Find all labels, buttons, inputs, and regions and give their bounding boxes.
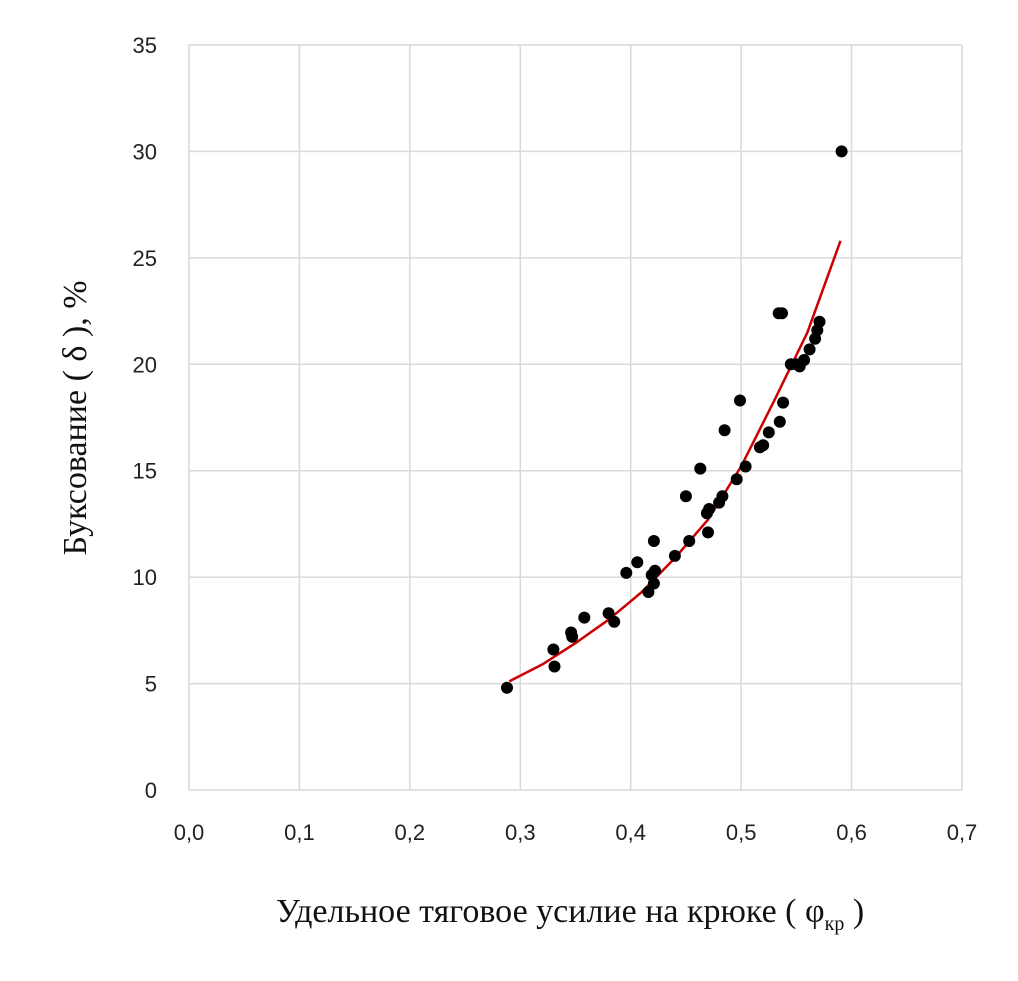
data-point bbox=[762, 426, 775, 439]
data-point bbox=[566, 630, 579, 643]
data-point bbox=[773, 415, 786, 428]
data-point bbox=[683, 535, 696, 547]
data-point bbox=[835, 145, 848, 158]
data-point bbox=[679, 490, 692, 503]
data-point bbox=[694, 462, 707, 475]
x-tick-label: 0,3 bbox=[505, 820, 536, 845]
x-axis-symbol: φ bbox=[805, 893, 825, 930]
data-point bbox=[501, 681, 513, 694]
data-point bbox=[703, 503, 716, 515]
data-point bbox=[631, 556, 644, 569]
x-tick-label: 0,0 bbox=[174, 820, 205, 845]
data-point bbox=[734, 394, 746, 407]
data-point bbox=[813, 315, 826, 328]
x-tick-label: 0,4 bbox=[615, 820, 646, 845]
x-axis-subscript: кр bbox=[825, 913, 845, 935]
y-tick-label: 30 bbox=[133, 139, 157, 164]
data-point bbox=[578, 611, 591, 624]
data-point bbox=[730, 473, 743, 486]
data-point bbox=[757, 439, 770, 452]
x-tick-label: 0,2 bbox=[395, 820, 426, 845]
y-tick-label: 0 bbox=[145, 778, 157, 803]
x-tick-label: 0,1 bbox=[284, 820, 315, 845]
data-point bbox=[798, 354, 811, 366]
y-tick-label: 25 bbox=[133, 246, 157, 271]
data-point bbox=[620, 566, 633, 579]
data-point bbox=[647, 577, 660, 590]
tick-labels: 0,0 0,1 0,2 0,3 0,4 0,5 0,6 0,7 0 5 10 15 20 25 30 35 bbox=[133, 33, 978, 845]
data-point bbox=[649, 564, 661, 577]
x-tick-label: 0,7 bbox=[947, 820, 978, 845]
data-point bbox=[668, 549, 681, 562]
data-point bbox=[647, 535, 660, 547]
data-point bbox=[803, 343, 816, 356]
data-point bbox=[776, 307, 788, 320]
y-axis-title: Буксование ( δ ), % bbox=[57, 280, 94, 555]
data-point bbox=[642, 586, 655, 598]
data-point bbox=[547, 643, 560, 656]
y-tick-label: 20 bbox=[133, 352, 157, 377]
y-tick-label: 5 bbox=[145, 672, 157, 697]
data-point bbox=[718, 424, 731, 437]
data-points bbox=[501, 145, 848, 694]
y-tick-label: 35 bbox=[133, 33, 157, 58]
plot-background bbox=[189, 45, 962, 790]
data-point bbox=[702, 526, 714, 539]
x-tick-label: 0,5 bbox=[726, 820, 757, 845]
data-point bbox=[602, 607, 615, 620]
y-tick-label: 15 bbox=[133, 459, 157, 484]
x-axis-title: Удельное тяговое усилие на крюке ( φкр ) bbox=[276, 893, 864, 935]
x-tick-label: 0,6 bbox=[836, 820, 867, 845]
data-point bbox=[548, 660, 561, 673]
data-point bbox=[716, 490, 729, 503]
data-point bbox=[739, 460, 752, 473]
data-point bbox=[777, 396, 790, 409]
x-axis-title-text: Удельное тяговое усилие на крюке bbox=[276, 893, 777, 930]
y-tick-label: 10 bbox=[133, 565, 157, 590]
data-point bbox=[608, 615, 621, 628]
